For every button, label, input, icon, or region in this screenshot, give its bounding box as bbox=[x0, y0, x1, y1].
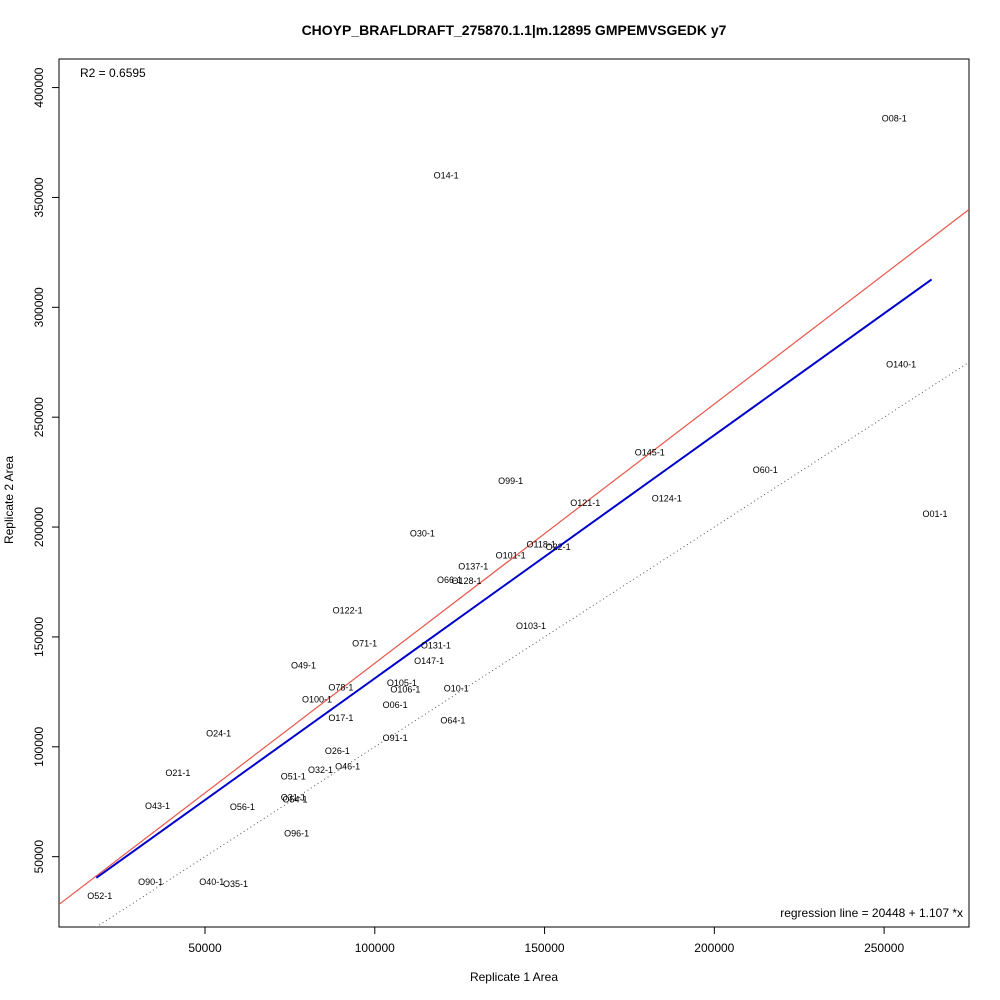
y-tick-label: 250000 bbox=[32, 397, 46, 437]
reference-lines bbox=[59, 209, 969, 927]
point-label: O46-1 bbox=[335, 762, 360, 772]
point-label: O31-1 bbox=[281, 792, 306, 802]
y-tick-label: 50000 bbox=[32, 840, 46, 874]
point-label: O105-1 bbox=[387, 678, 417, 688]
regression-line-group bbox=[95, 278, 933, 879]
chart-title: CHOYP_BRAFLDRAFT_275870.1.1|m.12895 GMPE… bbox=[302, 22, 727, 38]
point-label: O64-1 bbox=[440, 715, 465, 725]
point-label: O124-1 bbox=[652, 493, 682, 503]
point-label: O100-1 bbox=[302, 695, 332, 705]
y-tick-label: 300000 bbox=[32, 287, 46, 327]
x-tick-label: 150000 bbox=[525, 941, 565, 955]
point-label: O60-1 bbox=[753, 465, 778, 475]
point-label: O56-1 bbox=[230, 802, 255, 812]
y-axis-label: Replicate 2 Area bbox=[2, 456, 16, 544]
point-label: O35-1 bbox=[223, 879, 248, 889]
point-label: O91-1 bbox=[383, 733, 408, 743]
reference-line-red bbox=[59, 209, 969, 905]
point-label: O43-1 bbox=[145, 801, 170, 811]
x-tick-label: 100000 bbox=[355, 941, 395, 955]
point-label: O08-1 bbox=[882, 113, 907, 123]
point-label: O14-1 bbox=[434, 170, 459, 180]
point-label: O66-1 bbox=[437, 575, 462, 585]
point-label: O24-1 bbox=[206, 729, 231, 739]
y-tick-label: 150000 bbox=[32, 617, 46, 657]
point-label: O21-1 bbox=[165, 768, 190, 778]
point-label: O30-1 bbox=[410, 529, 435, 539]
x-tick-label: 200000 bbox=[694, 941, 734, 955]
point-label: O122-1 bbox=[333, 606, 363, 616]
point-label: O101-1 bbox=[496, 551, 526, 561]
plot-area-frame bbox=[58, 58, 970, 928]
point-label: O96-1 bbox=[284, 829, 309, 839]
point-labels: O08-1 O14-1 O140-1 O145-1 O60-1 O99-1 O124-1 O1… bbox=[87, 113, 947, 901]
point-label: O140-1 bbox=[886, 359, 916, 369]
point-label: O103-1 bbox=[516, 621, 546, 631]
point-label: O118-1 bbox=[526, 540, 555, 550]
y-tick-label: 100000 bbox=[32, 726, 46, 766]
regression-annotation: regression line = 20448 + 1.107 *x bbox=[780, 906, 963, 920]
point-label: O51-1 bbox=[281, 771, 306, 781]
y-tick-label: 400000 bbox=[32, 67, 46, 107]
point-label: O78-1 bbox=[328, 682, 353, 692]
point-label: O52-1 bbox=[87, 891, 112, 901]
point-label: O01-1 bbox=[923, 509, 948, 519]
point-label: O26-1 bbox=[325, 746, 350, 756]
point-label: O17-1 bbox=[328, 713, 353, 723]
point-label: O40-1 bbox=[199, 877, 224, 887]
y-tick-label: 350000 bbox=[32, 177, 46, 217]
point-label: O10-1 bbox=[444, 684, 469, 694]
point-label: O99-1 bbox=[498, 476, 523, 486]
r2-annotation: R2 = 0.6595 bbox=[80, 66, 146, 80]
point-label: O147-1 bbox=[414, 656, 444, 666]
x-axis: 50000 100000 150000 200000 250000 bbox=[188, 927, 904, 955]
x-tick-label: 250000 bbox=[864, 941, 904, 955]
point-label: O145-1 bbox=[635, 447, 665, 457]
point-label: O06-1 bbox=[383, 700, 408, 710]
point-label: O90-1 bbox=[138, 877, 163, 887]
x-axis-label: Replicate 1 Area bbox=[470, 970, 558, 984]
point-label: O71-1 bbox=[352, 639, 377, 649]
regression-line bbox=[95, 278, 933, 879]
point-label: O137-1 bbox=[458, 562, 488, 572]
y-tick-label: 200000 bbox=[32, 507, 46, 547]
point-label: O128-1 bbox=[451, 576, 481, 586]
x-tick-label: 50000 bbox=[188, 941, 222, 955]
point-label: O54-1 bbox=[282, 795, 307, 805]
reference-line-identity bbox=[95, 361, 969, 927]
point-label: O121-1 bbox=[570, 498, 600, 508]
point-label: O22-1 bbox=[546, 542, 571, 552]
point-label: O49-1 bbox=[291, 661, 316, 671]
point-label: O106-1 bbox=[390, 685, 420, 695]
point-label: O131-1 bbox=[421, 641, 451, 651]
y-axis: 50000 100000 150000 200000 250000 300000 35000… bbox=[32, 67, 59, 873]
point-label: O32-1 bbox=[308, 765, 333, 775]
